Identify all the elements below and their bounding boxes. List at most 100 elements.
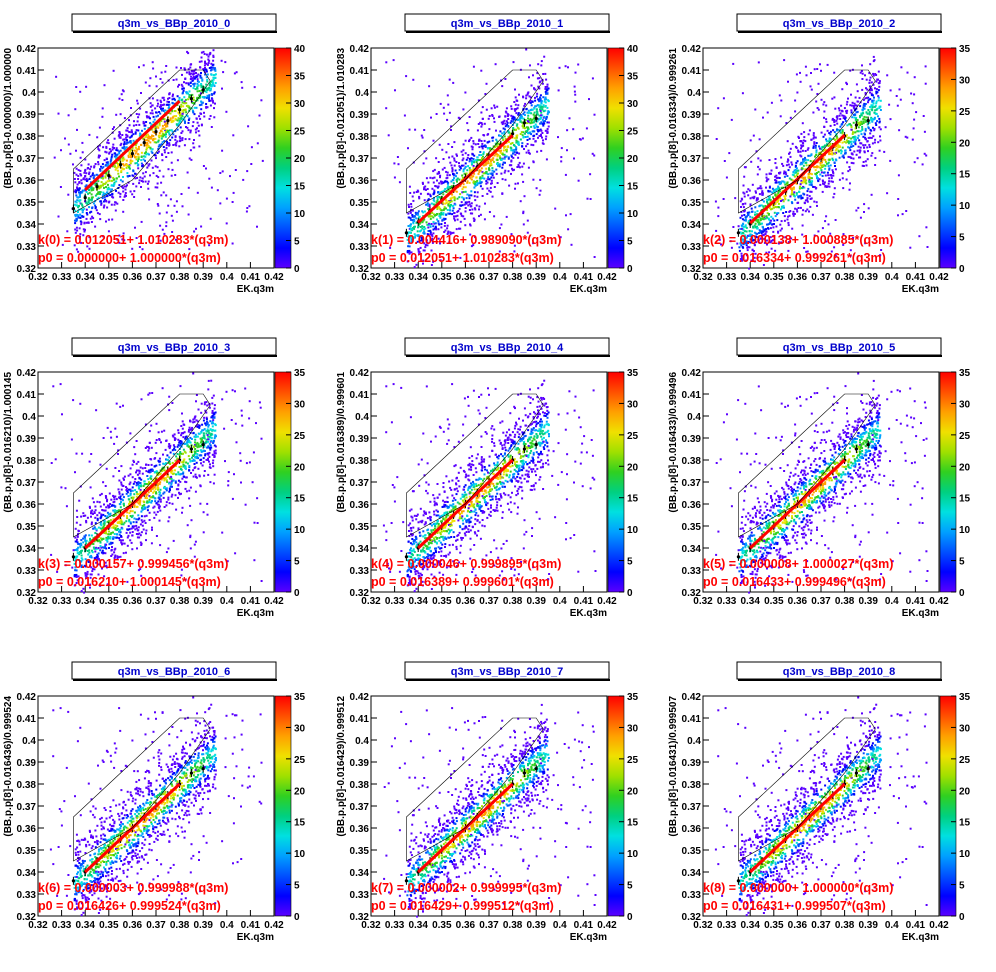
density-cell [212, 63, 215, 66]
density-cell [74, 209, 77, 212]
density-cell [554, 207, 557, 210]
density-cell [781, 206, 783, 209]
density-cell [141, 165, 144, 168]
density-cell [190, 519, 193, 522]
density-cell [128, 166, 131, 169]
density-cell [157, 176, 160, 179]
density-cell [152, 115, 155, 118]
density-cell [573, 85, 576, 88]
density-cell [503, 119, 506, 122]
density-cell [717, 206, 720, 209]
density-cell [433, 189, 436, 192]
density-cell [157, 102, 159, 105]
density-cell [86, 213, 89, 216]
density-cell [512, 156, 515, 159]
density-cell [164, 135, 167, 138]
density-cell [131, 131, 133, 134]
density-cell [851, 101, 854, 104]
density-cell [189, 436, 192, 439]
density-cell [496, 140, 499, 143]
density-cell [872, 72, 875, 75]
density-cell [102, 166, 105, 169]
density-cell [417, 190, 420, 193]
density-cell [795, 171, 798, 174]
density-cell [871, 120, 874, 123]
density-cell [406, 260, 409, 263]
density-cell [782, 180, 785, 183]
density-cell [79, 195, 81, 198]
density-cell [90, 221, 93, 223]
density-cell [173, 110, 176, 112]
density-cell [105, 151, 108, 154]
density-cell [208, 96, 210, 99]
density-cell [833, 161, 836, 164]
density-cell [90, 165, 93, 168]
density-cell [408, 252, 411, 254]
density-cell [103, 186, 105, 189]
density-cell [501, 85, 504, 88]
density-cell [800, 147, 802, 150]
density-cell [154, 477, 157, 480]
density-cell [149, 174, 151, 177]
density-cell [455, 228, 458, 231]
selection-cut [738, 69, 876, 214]
density-cell [102, 191, 105, 194]
density-cell [82, 177, 85, 180]
density-cell [481, 187, 484, 190]
density-cell [870, 118, 873, 121]
density-cell [173, 204, 176, 207]
density-cell [193, 85, 196, 87]
density-cell [540, 101, 543, 104]
density-cell [192, 121, 195, 124]
z-tick-label: 5 [627, 237, 633, 248]
density-cell [429, 193, 432, 196]
density-cell [870, 116, 873, 119]
density-cell [86, 167, 89, 170]
density-cell [897, 198, 900, 200]
density-cell [406, 251, 409, 254]
density-cell [199, 74, 202, 77]
density-cell [875, 102, 878, 105]
density-cell [480, 181, 483, 184]
density-cell [874, 109, 877, 112]
density-cell [412, 227, 415, 229]
density-cell [760, 187, 763, 190]
density-cell [765, 176, 768, 179]
density-cell [182, 105, 185, 108]
density-cell [150, 137, 153, 140]
density-cell [864, 144, 867, 147]
density-cell [470, 157, 473, 160]
density-cell [539, 80, 542, 83]
density-cell [410, 203, 413, 205]
density-cell [189, 82, 192, 85]
density-cell [449, 199, 452, 202]
density-cell [818, 152, 821, 154]
density-cell [776, 193, 779, 196]
density-cell [155, 141, 158, 144]
density-cell [741, 214, 743, 217]
density-cell [113, 203, 116, 206]
density-cell [122, 168, 125, 171]
density-cell [100, 202, 103, 205]
density-cell [864, 74, 866, 77]
density-cell [123, 117, 126, 120]
density-cell [181, 130, 184, 133]
density-cell [446, 118, 449, 121]
density-cell [463, 217, 466, 220]
density-cell [796, 210, 799, 213]
density-cell [101, 167, 104, 170]
density-cell [471, 148, 474, 151]
density-cell [852, 162, 855, 165]
density-cell [189, 149, 192, 152]
density-cell [122, 176, 124, 178]
x-tick-label: 0.39 [526, 272, 546, 283]
density-cell [840, 150, 843, 153]
density-cell [865, 164, 868, 167]
z-tick-label: 20 [627, 154, 639, 165]
density-cell [448, 174, 451, 177]
density-cell [177, 108, 179, 111]
density-cell [534, 88, 537, 91]
density-cell [569, 213, 572, 216]
density-cell [770, 169, 773, 172]
density-cell [449, 186, 452, 188]
